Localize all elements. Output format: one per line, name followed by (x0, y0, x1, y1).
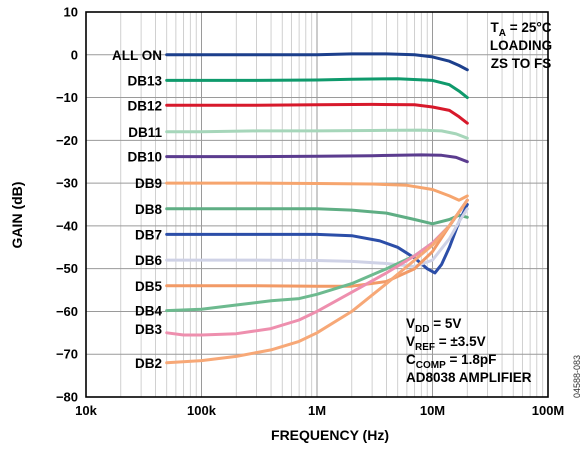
series-line-db9 (165, 181, 469, 202)
amplifier-note: AD8038 AMPLIFIER (406, 370, 532, 385)
series-label-db4: DB4 (135, 304, 162, 319)
y-tick-labels: 10 0 −10 −20 −30 −40 −50 −60 −70 −80 (56, 5, 78, 405)
y-tick-label: −50 (56, 261, 78, 276)
series-label-db2: DB2 (135, 356, 162, 371)
test-conditions-annotation: VDD = 5V VREF = ±3.5V CCOMP = 1.8pF AD80… (406, 316, 532, 385)
series-line-db7 (165, 203, 469, 275)
series-label-db10: DB10 (127, 150, 162, 165)
x-tick-label: 1M (308, 403, 326, 418)
y-tick-label: 10 (64, 5, 78, 20)
series-label-db5: DB5 (135, 279, 162, 294)
conditions-annotation: TA = 25°C LOADING ZS TO FS (490, 20, 552, 71)
series-line-db6 (165, 207, 469, 268)
figure-id: 04588-083 (572, 355, 582, 398)
y-tick-label: −30 (56, 176, 78, 191)
series-label-db3: DB3 (135, 322, 162, 337)
y-tick-label: −40 (56, 218, 78, 233)
grid-lines (85, 11, 548, 398)
series-lines (165, 52, 469, 365)
y-tick-label: −80 (56, 390, 78, 405)
temperature-note: TA = 25°C (490, 20, 551, 39)
series-labels: ALL ON DB13 DB12 DB11 DB10 DB9 DB8 DB7 DB6 DB5 DB4… (112, 48, 162, 371)
series-label-db12: DB12 (127, 98, 162, 113)
series-line-db11 (165, 128, 469, 140)
series-label-db13: DB13 (127, 73, 162, 88)
series-line-db2 (165, 198, 469, 365)
y-tick-label: −10 (56, 90, 78, 105)
series-label-db9: DB9 (135, 176, 162, 191)
zs-fs-note: ZS TO FS (491, 56, 552, 71)
vdd-note: VDD = 5V (406, 316, 461, 335)
x-tick-label: 10k (75, 403, 97, 418)
series-label-db11: DB11 (128, 125, 162, 140)
y-tick-label: −20 (56, 133, 78, 148)
series-line-db13 (165, 77, 469, 100)
loading-note: LOADING (490, 38, 552, 53)
y-axis-title: GAIN (dB) (9, 182, 25, 249)
x-tick-label: 100M (532, 403, 565, 418)
series-label-all-on: ALL ON (112, 48, 162, 63)
series-line-db10 (165, 153, 469, 164)
series-label-db6: DB6 (135, 253, 162, 268)
x-tick-label: 100k (187, 403, 217, 418)
x-tick-labels: 10k 100k 1M 10M 100M (75, 403, 564, 418)
x-axis-title: FREQUENCY (Hz) (271, 427, 389, 443)
series-line-all-on (165, 52, 469, 72)
vref-note: VREF = ±3.5V (406, 334, 486, 353)
y-tick-label: −60 (56, 304, 78, 319)
y-tick-label: −70 (56, 347, 78, 362)
x-tick-label: 10M (420, 403, 445, 418)
series-label-db8: DB8 (135, 202, 162, 217)
y-tick-label: 0 (71, 47, 78, 62)
series-label-db7: DB7 (135, 227, 162, 242)
series-line-db12 (165, 102, 469, 125)
ccomp-note: CCOMP = 1.8pF (406, 352, 496, 371)
plot-frame (85, 11, 549, 398)
series-line-db8 (165, 207, 469, 226)
